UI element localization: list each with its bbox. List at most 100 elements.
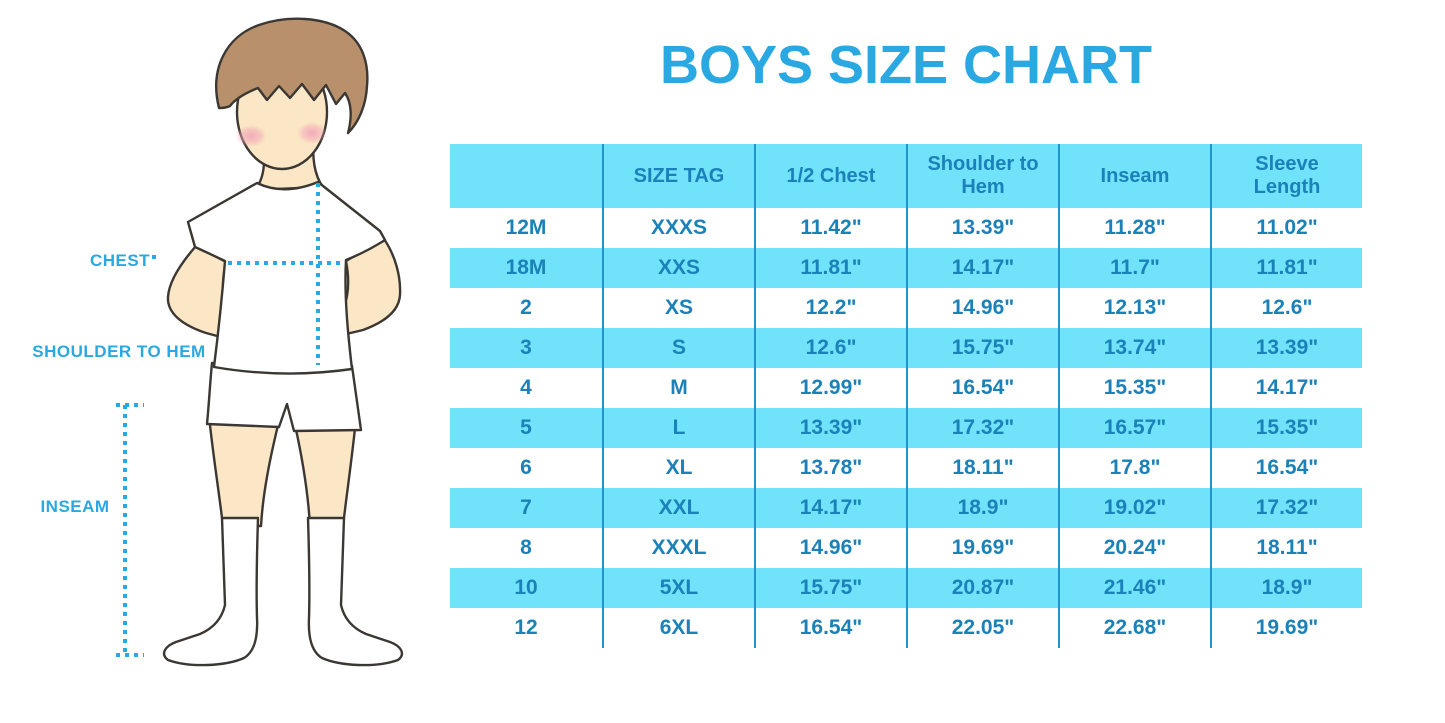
column-header-sleeve-length: Sleeve Length (1210, 144, 1362, 208)
shoulder-to-hem-label: SHOULDER TO HEM (32, 342, 206, 361)
inseam-label: INSEAM (40, 497, 110, 516)
size-cell: 3 (520, 336, 532, 359)
size-cell: 8 (520, 536, 532, 559)
page-title: BOYS SIZE CHART (659, 35, 1153, 95)
measurement-cell: 18.9" (1210, 568, 1362, 608)
boy-right-arm (335, 237, 402, 338)
measurement-cell: XL (602, 448, 754, 488)
table-row: 5 L 13.39" 17.32" 16.57" 15.35" (450, 408, 1362, 448)
measurement-cell: 12.6" (754, 328, 906, 368)
measurement-cell: L (602, 408, 754, 448)
measurement-cell: XXL (602, 488, 754, 528)
table-row: 6 XL 13.78" 18.11" 17.8" 16.54" (450, 448, 1362, 488)
column-header-shoulder-to-hem: Shoulder to Hem (906, 144, 1058, 208)
measurement-cell: 11.81" (1210, 248, 1362, 288)
measurement-cell: 14.96" (906, 288, 1058, 328)
measurement-cell: XXXL (602, 528, 754, 568)
measurement-cell: 16.54" (754, 608, 906, 648)
measurement-cell: 19.02" (1058, 488, 1210, 528)
measurement-cell: 13.39" (906, 208, 1058, 248)
boy-left-leg (207, 414, 281, 528)
size-cell: 4 (520, 376, 532, 399)
size-cell: 12 (514, 616, 538, 639)
measurement-cell: 18.9" (906, 488, 1058, 528)
measurement-cell: S (602, 328, 754, 368)
measurement-cell: 11.81" (754, 248, 906, 288)
measurement-cell: 12.6" (1210, 288, 1362, 328)
boy-illustration-graphic (116, 17, 404, 667)
measurement-cell: 19.69" (1210, 608, 1362, 648)
size-cell: 7 (520, 496, 532, 519)
measurement-cell: 11.28" (1058, 208, 1210, 248)
table-row: 2 XS 12.2" 14.96" 12.13" 12.6" (450, 288, 1362, 328)
table-header-row: SIZE TAG 1/2 Chest Shoulder to Hem Insea… (450, 144, 1362, 208)
measurement-cell: 11.7" (1058, 248, 1210, 288)
measurement-cell: 14.17" (754, 488, 906, 528)
boy-right-sock (306, 516, 404, 667)
measurement-cell: 14.17" (906, 248, 1058, 288)
measurement-cell: 15.35" (1210, 408, 1362, 448)
column-header-inseam: Inseam (1058, 144, 1210, 208)
measurement-cell: 12.2" (754, 288, 906, 328)
boy-shorts (205, 361, 363, 433)
measurement-cell: 22.68" (1058, 608, 1210, 648)
measurement-cell: 22.05" (906, 608, 1058, 648)
measurement-cell: 15.75" (754, 568, 906, 608)
size-cell: 18M (505, 256, 547, 279)
size-table: SIZE TAG 1/2 Chest Shoulder to Hem Insea… (450, 144, 1362, 648)
boy-right-leg (293, 417, 358, 528)
size-cell: 12M (505, 216, 547, 239)
boy-hair (215, 17, 369, 135)
measurement-cell: XXS (602, 248, 754, 288)
table-row: 18M XXS 11.81" 14.17" 11.7" 11.81" (450, 248, 1362, 288)
measurement-figure: CHEST SHOULDER TO HEM INSEAM (0, 0, 450, 723)
measurement-cell: XS (602, 288, 754, 328)
measurement-cell: 17.32" (1210, 488, 1362, 528)
table-row: 12 6XL 16.54" 22.05" 22.68" 19.69" (450, 608, 1362, 648)
measurement-cell: 14.96" (754, 528, 906, 568)
table-row: 7 XXL 14.17" 18.9" 19.02" 17.32" (450, 488, 1362, 528)
size-cell: 6 (520, 456, 532, 479)
measurement-cell: 13.74" (1058, 328, 1210, 368)
measurement-cell: 11.02" (1210, 208, 1362, 248)
measurement-cell: 15.75" (906, 328, 1058, 368)
boy-left-sock (162, 516, 260, 667)
table-row: 4 M 12.99" 16.54" 15.35" 14.17" (450, 368, 1362, 408)
column-header-size-tag: SIZE TAG (602, 144, 754, 208)
size-cell: 10 (514, 576, 538, 599)
measurement-cell: M (602, 368, 754, 408)
cheek-blush-right (297, 122, 327, 144)
table-row: 10 5XL 15.75" 20.87" 21.46" 18.9" (450, 568, 1362, 608)
table-row: 3 S 12.6" 15.75" 13.74" 13.39" (450, 328, 1362, 368)
measurement-cell: 17.32" (906, 408, 1058, 448)
measurement-cell: 20.24" (1058, 528, 1210, 568)
measurement-cell: 15.35" (1058, 368, 1210, 408)
measurement-cell: 18.11" (1210, 528, 1362, 568)
measurement-cell: 16.54" (1210, 448, 1362, 488)
measurement-cell: 11.42" (754, 208, 906, 248)
cheek-blush-left (235, 125, 267, 147)
measurement-cell: 14.17" (1210, 368, 1362, 408)
measurement-cell: 19.69" (906, 528, 1058, 568)
measurement-cell: 13.39" (754, 408, 906, 448)
measurement-cell: 12.99" (754, 368, 906, 408)
chest-label: CHEST (89, 251, 151, 270)
size-table-body: 12M XXXS 11.42" 13.39" 11.28" 11.02" 18M XXS 11.… (450, 208, 1362, 648)
column-header-size (450, 144, 602, 208)
measurement-cell: 12.13" (1058, 288, 1210, 328)
measurement-cell: XXXS (602, 208, 754, 248)
size-cell: 2 (520, 296, 532, 319)
boy-tshirt (186, 180, 387, 375)
measurement-cell: 13.39" (1210, 328, 1362, 368)
table-row: 8 XXXL 14.96" 19.69" 20.24" 18.11" (450, 528, 1362, 568)
measurement-cell: 6XL (602, 608, 754, 648)
measurement-cell: 20.87" (906, 568, 1058, 608)
size-cell: 5 (520, 416, 532, 439)
measurement-cell: 5XL (602, 568, 754, 608)
measurement-cell: 21.46" (1058, 568, 1210, 608)
column-header-half-chest: 1/2 Chest (754, 144, 906, 208)
measurement-cell: 17.8" (1058, 448, 1210, 488)
table-row: 12M XXXS 11.42" 13.39" 11.28" 11.02" (450, 208, 1362, 248)
measurement-cell: 16.57" (1058, 408, 1210, 448)
